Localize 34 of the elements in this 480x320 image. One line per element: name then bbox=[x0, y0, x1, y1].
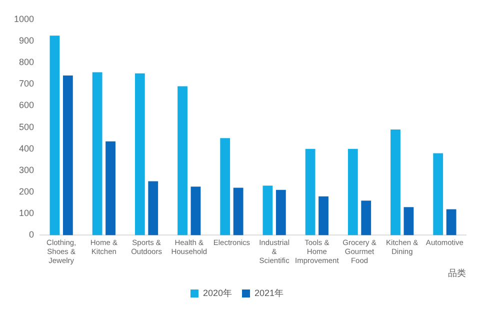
x-axis-title: 品类 bbox=[448, 268, 466, 278]
y-tick-label: 0 bbox=[29, 230, 34, 240]
y-tick-label: 100 bbox=[18, 208, 34, 218]
bar bbox=[190, 186, 201, 236]
bar bbox=[134, 73, 145, 236]
y-tick-label: 800 bbox=[18, 57, 34, 68]
bar bbox=[348, 148, 358, 236]
y-tick-label: 300 bbox=[18, 164, 34, 175]
bar bbox=[390, 129, 400, 236]
bar bbox=[220, 138, 230, 236]
bar bbox=[233, 188, 244, 236]
bar bbox=[50, 36, 60, 236]
legend-label: 2021年 bbox=[254, 288, 284, 298]
y-tick-label: 400 bbox=[18, 143, 34, 154]
legend-label: 2020年 bbox=[202, 288, 232, 298]
y-tick-label: 200 bbox=[18, 186, 34, 197]
y-tick-label: 1000 bbox=[14, 14, 34, 24]
bar bbox=[276, 190, 286, 236]
bar bbox=[92, 72, 102, 236]
bar bbox=[305, 148, 316, 236]
bar bbox=[178, 86, 188, 236]
bar bbox=[361, 200, 372, 236]
bar bbox=[62, 76, 73, 236]
y-tick-label: 600 bbox=[18, 100, 34, 110]
bar bbox=[106, 141, 116, 236]
y-tick-label: 500 bbox=[18, 122, 34, 132]
bar bbox=[262, 186, 273, 236]
y-tick-label: 700 bbox=[18, 78, 34, 89]
bar bbox=[433, 153, 444, 236]
bar bbox=[446, 209, 456, 236]
bar bbox=[148, 181, 158, 236]
bar bbox=[404, 207, 414, 236]
y-tick-label: 900 bbox=[18, 35, 34, 46]
bar bbox=[318, 196, 328, 236]
